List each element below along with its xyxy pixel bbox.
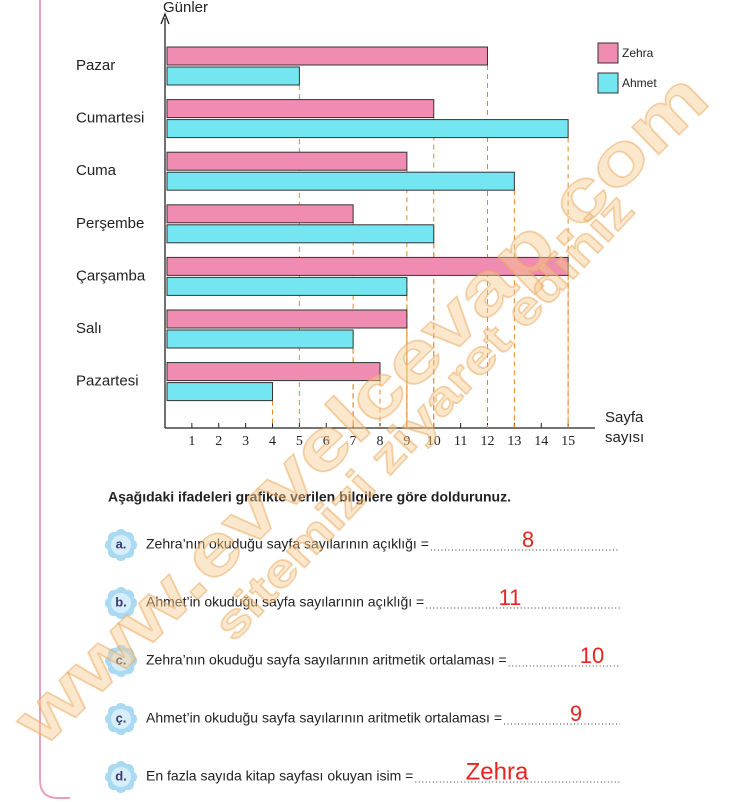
bar: [166, 119, 569, 139]
category-label: Cuma: [76, 162, 117, 179]
category-label: Pazartesi: [76, 373, 139, 390]
legend-label: Ahmet: [622, 76, 657, 90]
x-tick-label: 15: [561, 434, 575, 449]
x-tick-label: 9: [403, 434, 410, 449]
bar: [166, 99, 435, 119]
y-axis-arrow: [160, 12, 170, 25]
bar: [166, 256, 569, 276]
category-label: Perşembe: [76, 215, 144, 232]
question-label: a.: [116, 536, 127, 551]
bar: [166, 276, 408, 296]
badge: [105, 529, 137, 561]
question-label: b.: [115, 594, 127, 609]
category-label: Çarşamba: [76, 267, 146, 284]
bar: [166, 309, 408, 329]
question-text: Ahmet’in okuduğu sayfa sayılarının açıkl…: [146, 594, 424, 610]
bar: [166, 151, 408, 171]
bar: [166, 329, 354, 349]
x-tick-label: 5: [296, 434, 303, 449]
legend-swatch: [597, 72, 619, 94]
question-label: d.: [115, 768, 127, 783]
answer: Zehra: [466, 758, 529, 785]
answer: 10: [580, 643, 604, 668]
x-axis-label: Sayfa: [605, 409, 644, 426]
badge: [105, 587, 137, 619]
x-tick-label: 4: [269, 434, 276, 449]
x-tick-label: 7: [350, 434, 357, 449]
questions: a. Zehra’nın okuduğu sayfa sayılarının aç…: [105, 527, 620, 793]
badge: [105, 761, 137, 793]
question-text: En fazla sayıda kitap sayfası okuyan isi…: [146, 768, 413, 784]
x-tick-label: 14: [534, 434, 548, 449]
bar: [166, 204, 354, 224]
badge-center: [111, 651, 131, 671]
category-label: Cumartesi: [76, 110, 144, 127]
bar: [166, 382, 273, 402]
x-tick-label: 6: [323, 434, 330, 449]
category-label: Pazar: [76, 57, 115, 74]
question-label: c.: [116, 652, 127, 667]
x-tick-label: 12: [481, 434, 495, 449]
answer: 11: [499, 585, 522, 610]
badge-center: [111, 535, 131, 555]
x-axis-label: sayısı: [605, 429, 644, 446]
x-tick-label: 1: [188, 434, 195, 449]
badge-center: [111, 767, 131, 787]
bar: [166, 66, 300, 86]
badge-center: [111, 593, 131, 613]
bar: [166, 224, 435, 244]
x-tick-label: 10: [427, 434, 441, 449]
legend-swatch: [597, 42, 619, 64]
answer: 8: [522, 527, 534, 552]
answer: 9: [570, 701, 582, 726]
x-tick-label: 13: [507, 434, 521, 449]
x-tick-label: 2: [215, 434, 222, 449]
bar: [166, 171, 515, 191]
question-text: Ahmet’in okuduğu sayfa sayılarının aritm…: [146, 710, 502, 726]
watermark-text: sitemizi ziyaret ediniz: [203, 183, 643, 650]
page-border: [39, 0, 70, 799]
question-text: Zehra’nın okuduğu sayfa sayılarının arit…: [146, 652, 507, 668]
badge-center: [111, 709, 131, 729]
badge: [105, 645, 137, 677]
x-tick-label: 8: [377, 434, 384, 449]
bar: [166, 46, 488, 66]
y-axis-label: Günler: [163, 0, 208, 16]
instruction: Aşağıdaki ifadeleri grafikte verilen bil…: [108, 489, 511, 505]
x-tick-label: 3: [242, 434, 249, 449]
x-tick-label: 11: [454, 434, 467, 449]
bar: [166, 362, 381, 382]
badge: [105, 703, 137, 735]
question-text: Zehra’nın okuduğu sayfa sayılarının açık…: [146, 536, 429, 552]
legend-label: Zehra: [622, 46, 654, 60]
question-label: ç.: [116, 710, 127, 725]
category-label: Salı: [76, 320, 102, 337]
